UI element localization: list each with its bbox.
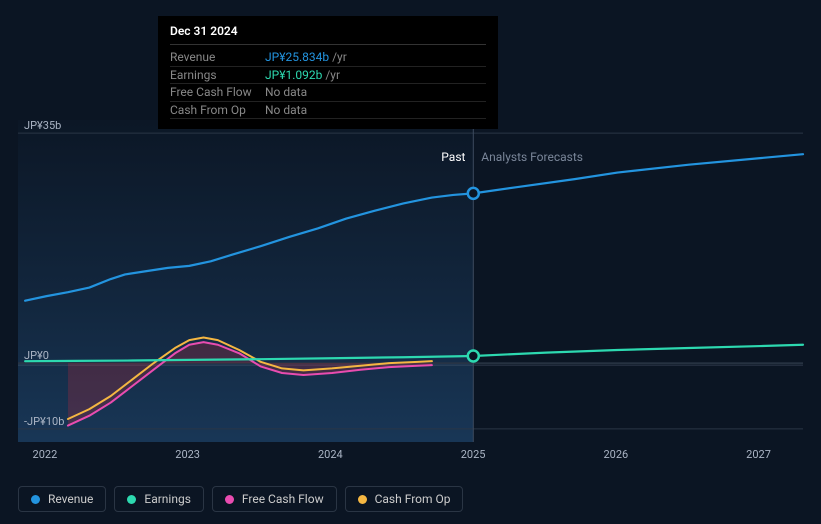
tooltip-row-label: Cash From Op [170,101,265,118]
tooltip-row-label: Revenue [170,49,265,65]
tooltip-date: Dec 31 2024 [170,24,486,38]
x-axis-label: 2026 [603,448,628,461]
legend-label: Cash From Op [375,492,451,506]
tooltip-divider [170,44,486,45]
legend-dot-icon [127,495,136,504]
legend-label: Free Cash Flow [242,492,324,506]
legend-item-cfo[interactable]: Cash From Op [345,486,464,512]
x-axis-label: 2024 [318,448,343,461]
legend-dot-icon [358,495,367,504]
legend-label: Revenue [48,492,93,506]
y-axis-label: -JP¥10b [24,415,64,428]
tooltip-row-value: No data [265,84,486,101]
x-axis-label: 2027 [746,448,771,461]
tooltip-row-value: JP¥25.834b /yr [265,49,486,65]
legend-item-earnings[interactable]: Earnings [114,486,204,512]
tooltip-row-value: JP¥1.092b /yr [265,66,486,83]
chart-legend: Revenue Earnings Free Cash Flow Cash From O… [18,486,463,512]
tooltip-row: RevenueJP¥25.834b /yr [170,49,486,65]
tooltip-row-value: No data [265,101,486,118]
y-axis-label: JP¥0 [24,349,49,362]
legend-item-revenue[interactable]: Revenue [18,486,106,512]
y-axis-label: JP¥35b [24,119,61,132]
tooltip-row: Free Cash FlowNo data [170,84,486,101]
tooltip-row: EarningsJP¥1.092b /yr [170,66,486,83]
legend-dot-icon [225,495,234,504]
hover-tooltip: Dec 31 2024 RevenueJP¥25.834b /yrEarning… [158,16,498,129]
x-axis-label: 2025 [461,448,486,461]
legend-dot-icon [31,495,40,504]
legend-label: Earnings [144,492,191,506]
legend-item-fcf[interactable]: Free Cash Flow [212,486,337,512]
tooltip-table: RevenueJP¥25.834b /yrEarningsJP¥1.092b /… [170,49,486,119]
x-axis-label: 2022 [33,448,58,461]
financial-chart[interactable]: Past Analysts Forecasts Dec 31 2024 Reve… [18,0,821,524]
tooltip-row-label: Free Cash Flow [170,84,265,101]
tooltip-row-label: Earnings [170,66,265,83]
x-axis-label: 2023 [175,448,200,461]
tooltip-row: Cash From OpNo data [170,101,486,118]
